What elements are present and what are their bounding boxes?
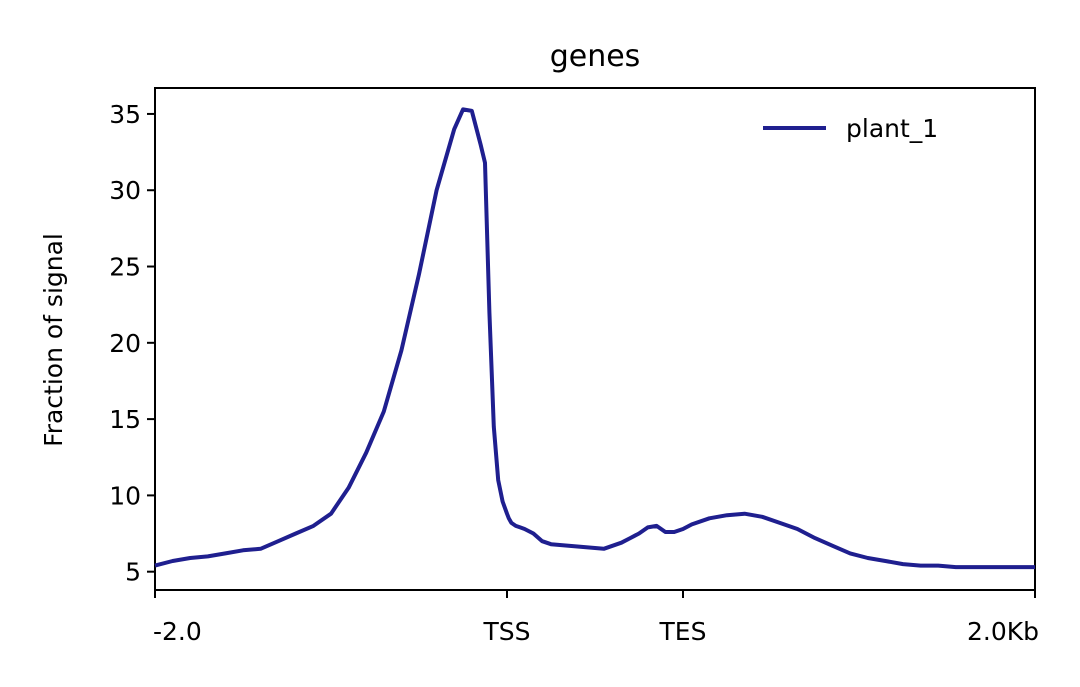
y-tick-label: 5 — [125, 558, 141, 587]
y-axis-label: Fraction of signal — [39, 233, 68, 447]
x-tick-label: 2.0Kb — [967, 617, 1039, 646]
x-axis: -2.0 TSS TES 2.0Kb — [153, 590, 1039, 646]
x-tick-label: -2.0 — [153, 617, 202, 646]
y-tick-label: 10 — [109, 481, 141, 510]
y-tick-label: 35 — [109, 100, 141, 129]
y-tick-label: 25 — [109, 253, 141, 282]
legend: plant_1 — [763, 114, 938, 143]
y-tick-label: 30 — [109, 176, 141, 205]
legend-label: plant_1 — [846, 114, 938, 143]
series-line-plant_1 — [154, 107, 1035, 570]
plot-frame — [154, 87, 1036, 591]
y-tick-label: 15 — [109, 405, 141, 434]
x-tick-label: TES — [659, 617, 707, 646]
x-tick-label: TSS — [482, 617, 530, 646]
chart-title: genes — [550, 39, 641, 74]
y-tick-label: 20 — [109, 329, 141, 358]
y-axis: 5 10 15 20 25 30 35 — [109, 100, 155, 587]
